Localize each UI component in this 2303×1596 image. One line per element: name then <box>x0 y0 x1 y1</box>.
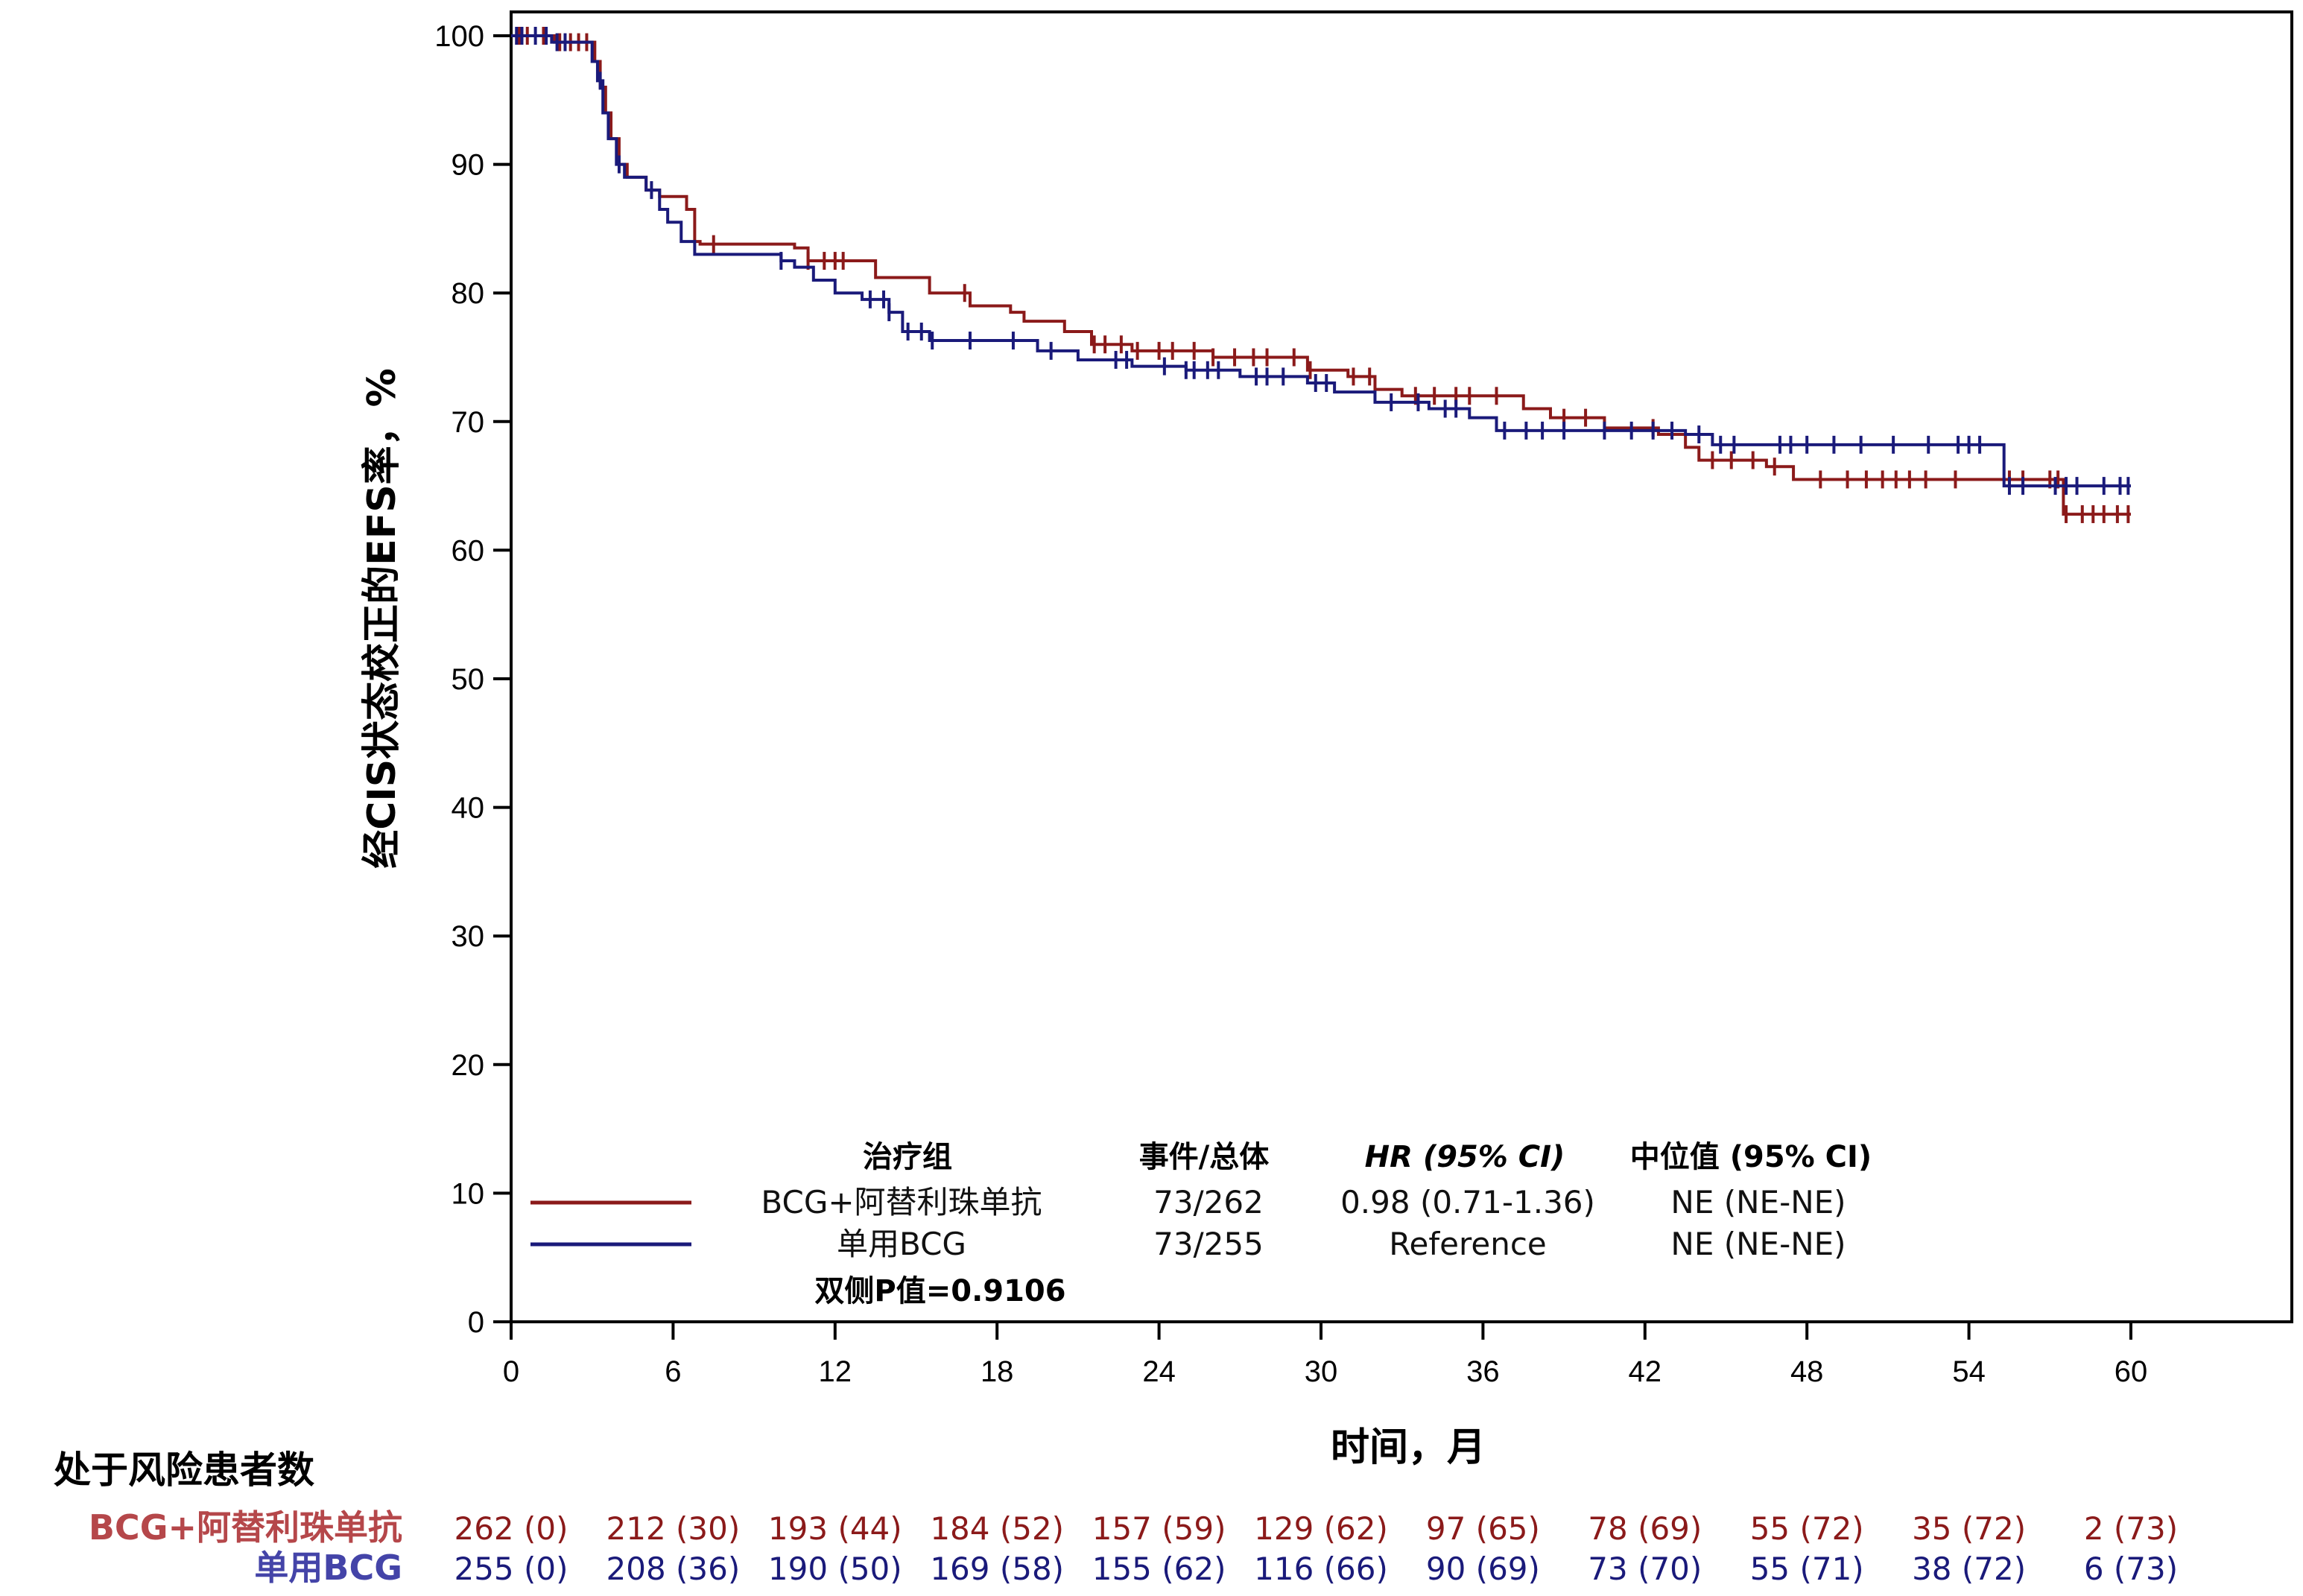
at-risk-cell: 255 (0) <box>454 1551 568 1587</box>
at-risk-cell: 97 (65) <box>1426 1510 1540 1547</box>
legend: 治疗组 事件/总体 HR (95% CI) 中位值 (95% CI) BCG+阿… <box>530 1140 1872 1308</box>
at-risk-cell: 129 (62) <box>1254 1510 1388 1547</box>
at-risk-cell: 212 (30) <box>606 1510 741 1547</box>
x-tick-label: 36 <box>1466 1355 1500 1388</box>
at-risk-cell: 55 (72) <box>1750 1510 1864 1547</box>
at-risk-cell: 155 (62) <box>1092 1551 1226 1587</box>
x-tick-label: 6 <box>665 1355 681 1388</box>
at-risk-values: 262 (0) 212 (30) 193 (44) 184 (52) 157 (59) 1… <box>454 1510 2178 1587</box>
x-axis-title: 时间，月 <box>1331 1425 1486 1470</box>
legend-group-atezo: BCG+阿替利珠单抗 <box>761 1184 1042 1220</box>
x-tick-label: 54 <box>1952 1355 1986 1388</box>
x-tick-label: 0 <box>503 1355 519 1388</box>
km-curve-atezo <box>511 34 2131 516</box>
survival-curves <box>511 27 2131 524</box>
x-tick-label: 18 <box>981 1355 1014 1388</box>
at-risk-cell: 2 (73) <box>2084 1510 2178 1547</box>
at-risk-label-bcg: 单用BCG <box>254 1548 402 1588</box>
y-axis-title: 经CIS状态校正的EFS率，% <box>360 368 405 869</box>
at-risk-cell: 35 (72) <box>1912 1510 2026 1547</box>
x-tick-label: 60 <box>2114 1355 2148 1388</box>
at-risk-cell: 90 (69) <box>1426 1551 1540 1587</box>
legend-header-group: 治疗组 <box>863 1140 952 1174</box>
legend-header-median: 中位值 (95% CI) <box>1630 1140 1872 1174</box>
legend-median-atezo: NE (NE-NE) <box>1670 1184 1846 1220</box>
x-tick-label: 42 <box>1629 1355 1662 1388</box>
y-tick-label: 50 <box>452 663 485 696</box>
at-risk-cell: 78 (69) <box>1588 1510 1702 1547</box>
legend-median-bcg: NE (NE-NE) <box>1670 1226 1846 1262</box>
x-tick-label: 30 <box>1305 1355 1338 1388</box>
at-risk-label-atezo: BCG+阿替利珠单抗 <box>89 1507 402 1548</box>
at-risk-cell: 157 (59) <box>1092 1510 1226 1547</box>
at-risk-cell: 190 (50) <box>768 1551 902 1587</box>
at-risk-cell: 169 (58) <box>930 1551 1064 1587</box>
legend-events-bcg: 73/255 <box>1153 1226 1264 1262</box>
y-axis: 0 10 20 30 40 50 60 70 80 90 100 <box>434 20 511 1339</box>
at-risk-cell: 38 (72) <box>1912 1551 2026 1587</box>
p-value-label: 双侧P值=0.9106 <box>814 1274 1065 1308</box>
y-tick-label: 70 <box>452 406 485 439</box>
at-risk-cell: 184 (52) <box>930 1510 1064 1547</box>
y-tick-label: 60 <box>452 534 485 567</box>
at-risk-cell: 208 (36) <box>606 1551 741 1587</box>
legend-hr-bcg: Reference <box>1389 1226 1547 1262</box>
at-risk-cell: 55 (71) <box>1750 1551 1864 1587</box>
at-risk-cell: 193 (44) <box>768 1510 902 1547</box>
legend-group-bcg: 单用BCG <box>837 1226 966 1262</box>
at-risk-cell: 73 (70) <box>1588 1551 1702 1587</box>
at-risk-cell: 116 (66) <box>1254 1551 1388 1587</box>
legend-header-hr: HR (95% CI) <box>1365 1140 1565 1174</box>
at-risk-cell: 6 (73) <box>2084 1551 2178 1587</box>
y-tick-label: 80 <box>452 277 485 310</box>
y-tick-label: 10 <box>452 1177 485 1210</box>
x-tick-label: 12 <box>819 1355 852 1388</box>
y-tick-label: 100 <box>434 20 484 53</box>
at-risk-table: 处于风险患者数 BCG+阿替利珠单抗 单用BCG 262 (0) 212 (30)… <box>54 1448 2178 1588</box>
legend-header-events: 事件/总体 <box>1139 1140 1270 1174</box>
at-risk-cell: 262 (0) <box>454 1510 568 1547</box>
y-tick-label: 40 <box>452 792 485 825</box>
y-tick-label: 0 <box>468 1306 484 1339</box>
y-tick-label: 90 <box>452 149 485 182</box>
km-curve-bcg <box>511 34 2131 488</box>
x-tick-label: 24 <box>1142 1355 1176 1388</box>
x-axis: 0 6 12 18 24 30 36 42 48 54 60 <box>503 1322 2147 1388</box>
y-tick-label: 30 <box>452 920 485 953</box>
y-tick-label: 20 <box>452 1049 485 1082</box>
x-tick-label: 48 <box>1790 1355 1824 1388</box>
legend-events-atezo: 73/262 <box>1153 1184 1264 1220</box>
at-risk-title: 处于风险患者数 <box>54 1448 314 1492</box>
legend-hr-atezo: 0.98 (0.71-1.36) <box>1340 1184 1595 1220</box>
plot-frame <box>510 10 2293 1323</box>
